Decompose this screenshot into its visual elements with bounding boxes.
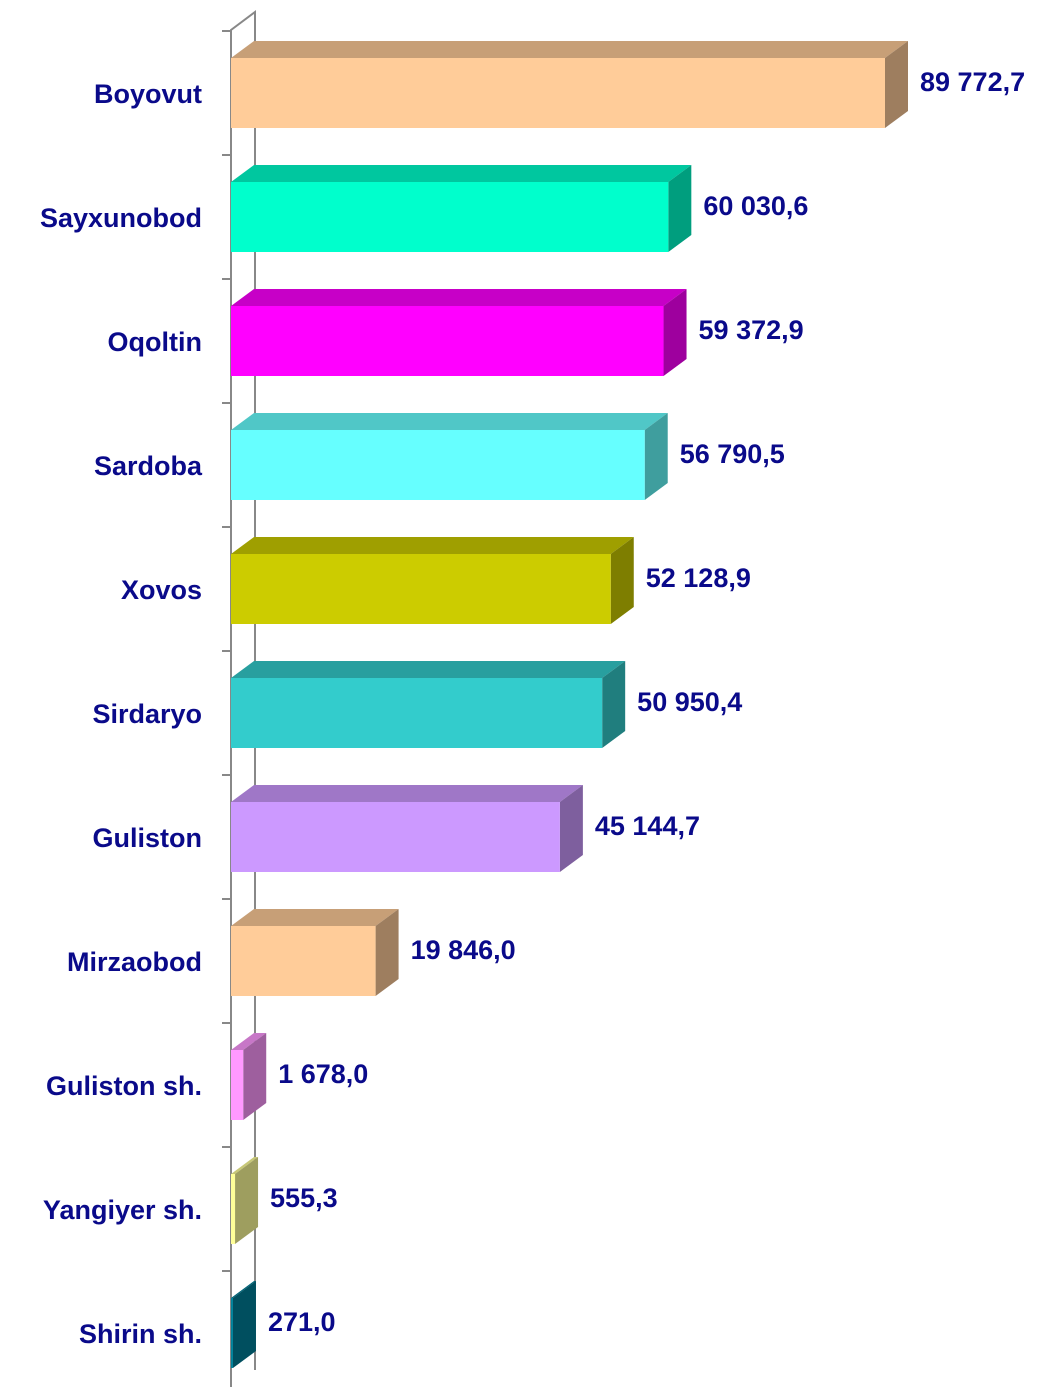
bar-front (231, 58, 885, 128)
bar-top (231, 661, 626, 678)
value-label: 45 144,7 (595, 811, 700, 841)
value-label: 50 950,4 (637, 687, 742, 717)
bar-side (243, 1033, 267, 1120)
bar-top (231, 537, 634, 554)
bar (231, 537, 634, 624)
bar-front (231, 1298, 233, 1368)
bar (231, 1157, 259, 1244)
bar-side (663, 289, 687, 376)
bar (231, 909, 399, 996)
category-label: Guliston (93, 823, 203, 853)
bar-side (235, 1157, 259, 1244)
value-label: 1 678,0 (278, 1059, 368, 1089)
category-label: Sardoba (94, 451, 203, 481)
bar-top (231, 165, 692, 182)
bar (231, 413, 668, 500)
bar-side (644, 413, 668, 500)
category-label: Sayxunobod (40, 203, 202, 233)
bar-front (231, 306, 664, 376)
bar-side (885, 41, 908, 128)
category-label: Shirin sh. (79, 1319, 202, 1349)
bar-front (231, 926, 376, 996)
value-label: 271,0 (268, 1307, 336, 1337)
bar (231, 785, 583, 872)
bar (231, 661, 626, 748)
bar-side (375, 909, 399, 996)
category-label: Mirzaobod (67, 947, 202, 977)
category-label: Oqoltin (108, 327, 202, 357)
bar (231, 1281, 256, 1368)
value-label: 89 772,7 (920, 67, 1025, 97)
category-label: Yangiyer sh. (43, 1195, 202, 1225)
bar-top (231, 1281, 256, 1298)
bar-top (231, 1157, 259, 1174)
bar-top (231, 41, 908, 58)
bar (231, 1033, 267, 1120)
bar (231, 289, 687, 376)
value-label: 555,3 (270, 1183, 338, 1213)
value-label: 52 128,9 (646, 563, 751, 593)
bar-side (668, 165, 692, 252)
value-label: 19 846,0 (411, 935, 516, 965)
category-label: Xovos (121, 575, 202, 605)
category-label: Boyovut (94, 79, 202, 109)
bar-front (231, 678, 603, 748)
bar-front (231, 1050, 244, 1120)
bar-front (231, 182, 669, 252)
bar (231, 41, 908, 128)
bar-front (231, 1174, 236, 1244)
bar-top (231, 413, 668, 430)
value-label: 56 790,5 (680, 439, 785, 469)
bar-side (602, 661, 626, 748)
bar-front (231, 802, 560, 872)
bar-top (231, 289, 687, 306)
bar-top (231, 1033, 267, 1050)
value-label: 60 030,6 (703, 191, 808, 221)
bar-side (559, 785, 583, 872)
category-label: Guliston sh. (46, 1071, 202, 1101)
bar (231, 165, 692, 252)
bar-side (610, 537, 634, 624)
bar-front (231, 430, 645, 500)
bar-top (231, 909, 399, 926)
value-label: 59 372,9 (699, 315, 804, 345)
bar-side (232, 1281, 256, 1368)
bar-front (231, 554, 611, 624)
category-label: Sirdaryo (92, 699, 202, 729)
bar-top (231, 785, 583, 802)
